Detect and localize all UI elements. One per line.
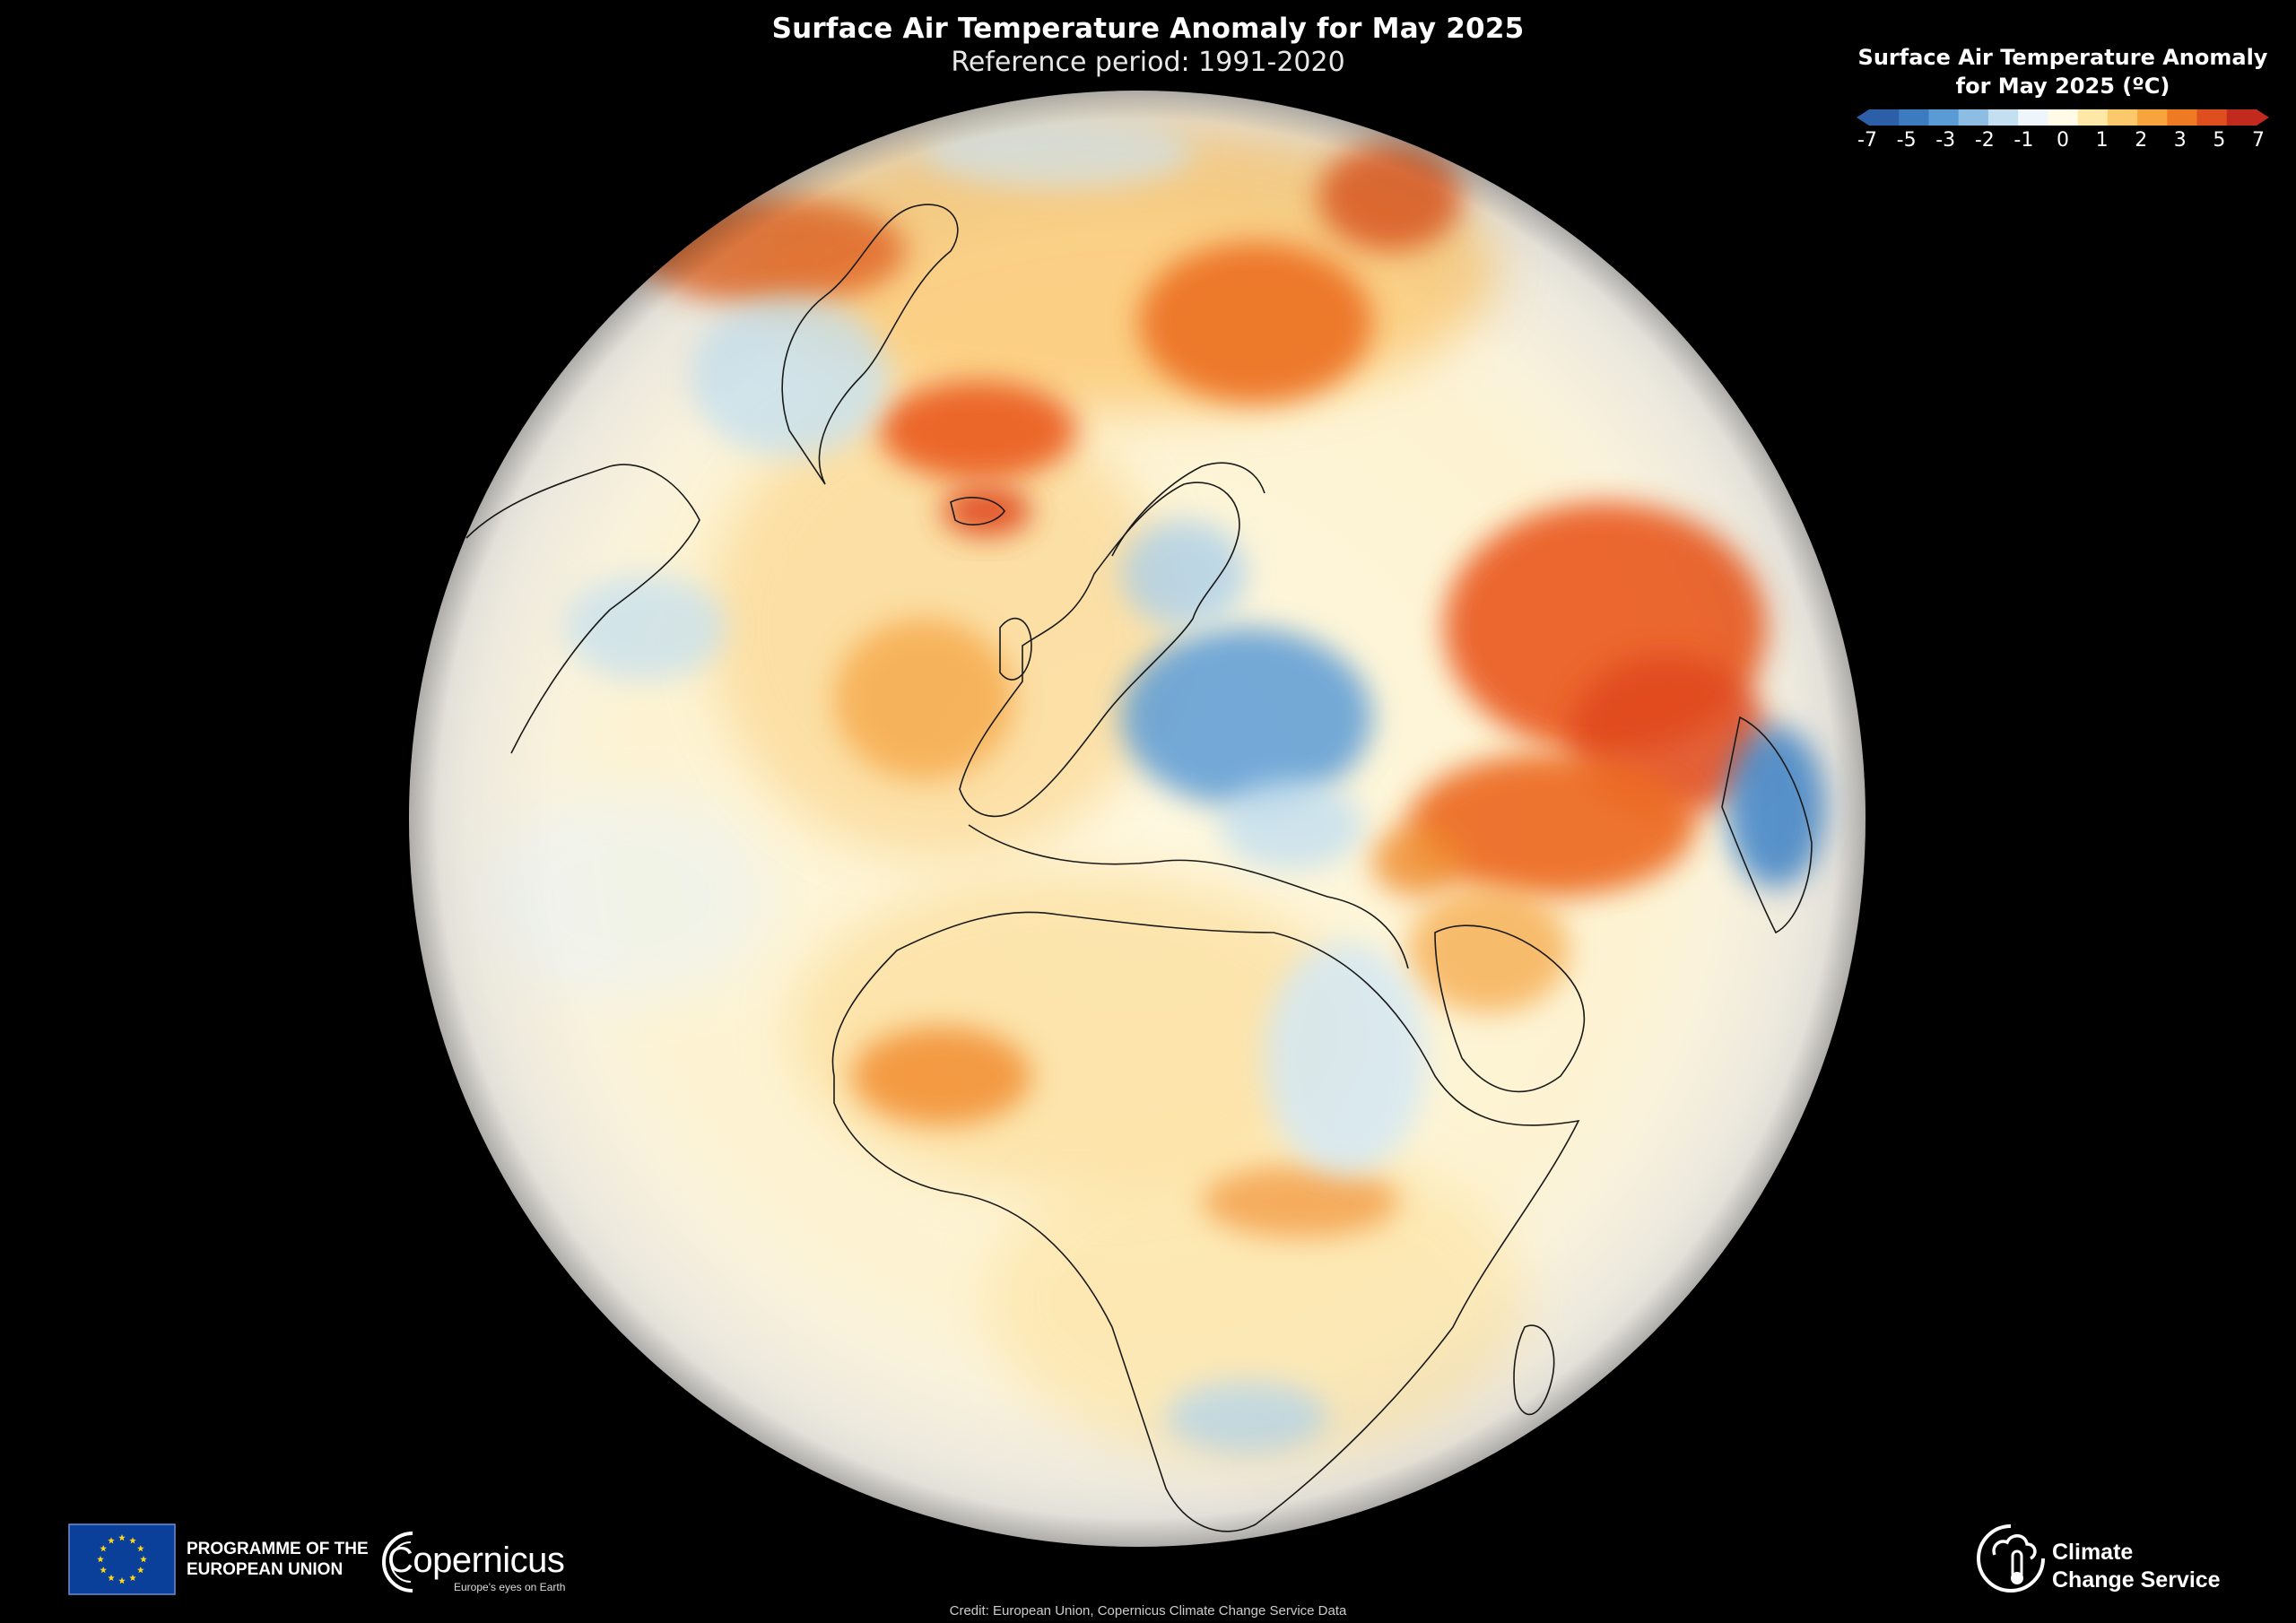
legend-color-swatch: [1899, 109, 1930, 126]
map-title: Surface Air Temperature Anomaly for May …: [771, 13, 1525, 45]
eu-star-icon: [129, 1537, 136, 1544]
c3s-line1: Climate: [2052, 1540, 2134, 1565]
legend-color-swatch: [2226, 109, 2257, 126]
legend-title: Surface Air Temperature Anomaly for May …: [1857, 43, 2269, 100]
climate-change-service-icon: [1977, 1524, 2045, 1593]
legend-tick-label: 3: [2173, 129, 2187, 152]
eu-star-icon: [97, 1556, 104, 1563]
legend-tick-label: -1: [2013, 129, 2034, 152]
eu-star-icon: [136, 1545, 144, 1552]
eu-star-icon: [108, 1537, 115, 1544]
globe-limb-shade: [409, 91, 1866, 1547]
legend-color-swatch: [2077, 109, 2109, 126]
eu-star-icon: [136, 1567, 144, 1574]
credit-line: Credit: European Union, Copernicus Clima…: [949, 1603, 1347, 1619]
map-subtitle: Reference period: 1991-2020: [951, 47, 1345, 78]
eu-star-icon: [100, 1567, 108, 1574]
legend-ticks: -7 -5 -3 -2 -1 0 1 2 3 5 7: [1857, 129, 2269, 156]
eu-star-icon: [118, 1577, 126, 1584]
legend-tick-label: -5: [1896, 129, 1917, 152]
legend-colorbar: [1857, 109, 2269, 126]
eu-stars: [97, 1534, 147, 1584]
legend-color-swatch: [2107, 109, 2138, 126]
legend-title-line1: Surface Air Temperature Anomaly: [1857, 45, 2268, 70]
c3s-line2: Change Service: [2052, 1567, 2221, 1593]
eu-flag-icon: [68, 1523, 176, 1595]
eu-label-line1: PROGRAMME OF THE: [187, 1540, 369, 1558]
legend-tick-label: 1: [2095, 129, 2109, 152]
legend-color-swatch: [1958, 109, 1989, 126]
legend-title-line2: for May 2025 (ºC): [1955, 74, 2170, 99]
legend-tick-label: 7: [2252, 129, 2265, 152]
eu-star-icon: [129, 1574, 136, 1582]
legend-tick-label: -2: [1974, 129, 1995, 152]
legend-color-swatch: [1987, 109, 2019, 126]
legend-tick-label: 0: [2057, 129, 2069, 152]
legend-color-swatch: [2167, 109, 2198, 126]
eu-programme-label: PROGRAMME OF THE EUROPEAN UNION: [187, 1539, 369, 1580]
legend-tick-label: -7: [1857, 129, 1877, 152]
copernicus-name: Copernicus: [387, 1541, 565, 1580]
legend-color-swatch: [2048, 109, 2079, 126]
eu-star-icon: [118, 1534, 126, 1541]
copernicus-tagline: Europe's eyes on Earth: [454, 1581, 566, 1593]
legend-tick-label: 5: [2213, 129, 2226, 152]
legend-color-swatch: [1928, 109, 1960, 126]
legend-color-swatch: [2018, 109, 2048, 126]
legend-arrow-min: [1857, 109, 1869, 126]
eu-star-icon: [108, 1574, 115, 1582]
copernicus-logo-icon: [382, 1532, 413, 1593]
legend-color-swatch: [2137, 109, 2168, 126]
legend-tick-label: 2: [2135, 129, 2148, 152]
legend-tick-label: -3: [1935, 129, 1956, 152]
eu-label-line2: EUROPEAN UNION: [187, 1560, 344, 1579]
legend-arrow-max: [2257, 109, 2269, 126]
color-legend: Surface Air Temperature Anomaly for May …: [1857, 43, 2269, 156]
eu-star-icon: [100, 1545, 108, 1552]
legend-color-swatch: [1869, 109, 1900, 126]
eu-star-icon: [140, 1556, 147, 1563]
legend-color-swatch: [2196, 109, 2228, 126]
climate-change-service-label: Climate Change Service: [2052, 1539, 2221, 1594]
